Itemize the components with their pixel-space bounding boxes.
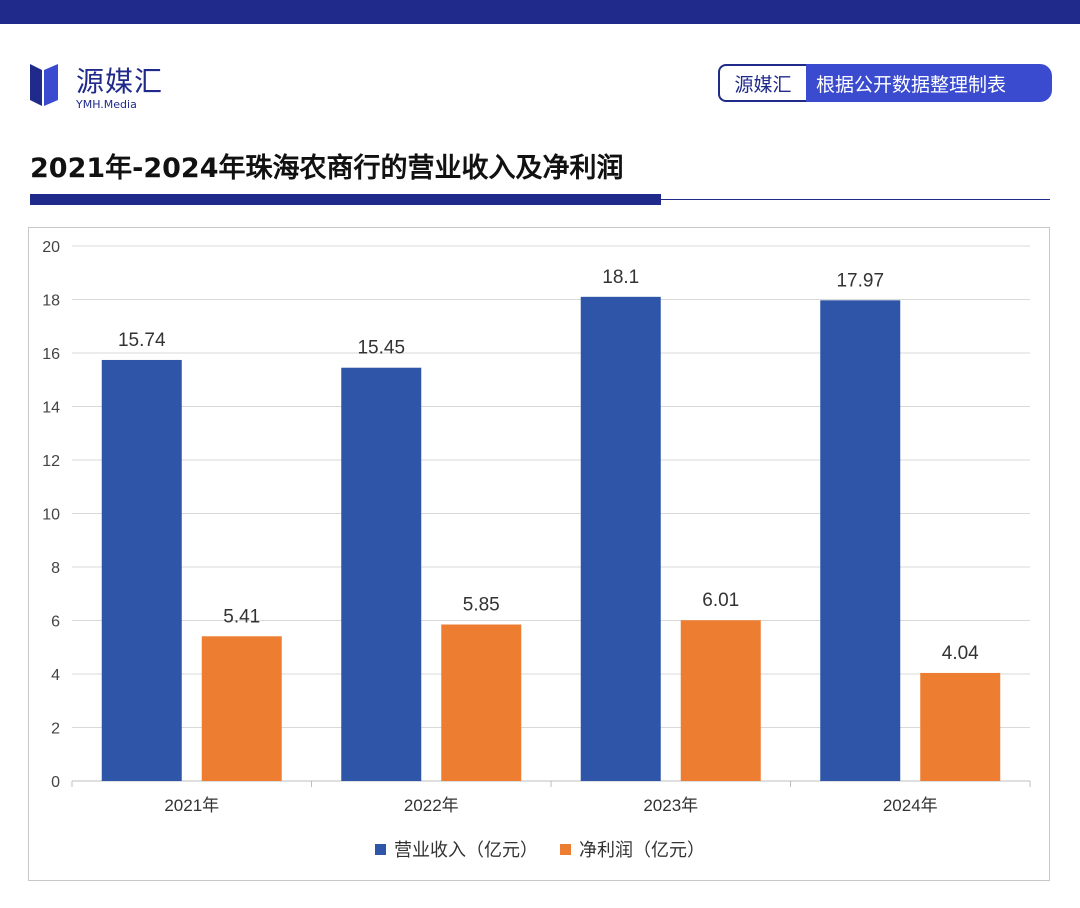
y-tick-label: 4 bbox=[51, 667, 60, 684]
bar bbox=[341, 367, 422, 781]
chart-title: 2021年-2024年珠海农商行的营业收入及净利润 bbox=[30, 153, 624, 184]
x-tick-label: 2023年 bbox=[643, 796, 698, 815]
y-tick-label: 6 bbox=[51, 614, 60, 631]
y-tick-label: 10 bbox=[42, 507, 60, 524]
bar bbox=[580, 296, 661, 781]
y-tick-label: 2 bbox=[51, 721, 60, 738]
legend-swatch-revenue bbox=[375, 843, 386, 855]
data-label: 5.41 bbox=[223, 606, 260, 627]
bar bbox=[101, 359, 182, 781]
data-label: 5.85 bbox=[463, 595, 500, 616]
data-label: 15.45 bbox=[357, 338, 405, 359]
legend-item-revenue: 营业收入（亿元） bbox=[375, 836, 538, 862]
brand-logo: 源媒汇 YMH.Media bbox=[28, 58, 198, 114]
logo-mark-icon bbox=[30, 64, 58, 106]
legend-item-profit: 净利润（亿元） bbox=[560, 836, 705, 862]
y-tick-label: 8 bbox=[51, 560, 60, 577]
bar bbox=[920, 672, 1001, 781]
y-tick-label: 12 bbox=[42, 453, 60, 470]
y-tick-label: 0 bbox=[51, 774, 60, 791]
y-tick-label: 14 bbox=[42, 400, 60, 417]
source-tag: 源媒汇 根据公开数据整理制表 bbox=[718, 64, 1052, 106]
legend-label-profit: 净利润（亿元） bbox=[579, 840, 705, 861]
source-note: 根据公开数据整理制表 bbox=[806, 64, 1052, 102]
data-label: 15.74 bbox=[118, 330, 166, 351]
title-rule bbox=[661, 199, 1050, 200]
x-tick-label: 2022年 bbox=[404, 796, 459, 815]
y-tick-label: 18 bbox=[42, 293, 60, 310]
top-banner bbox=[0, 0, 1080, 24]
bar bbox=[441, 624, 522, 781]
data-label: 17.97 bbox=[836, 270, 884, 291]
data-label: 4.04 bbox=[942, 643, 979, 664]
logo-name: 源媒汇 bbox=[76, 65, 164, 98]
y-tick-label: 16 bbox=[42, 346, 60, 363]
y-tick-label: 20 bbox=[42, 239, 60, 256]
legend-label-revenue: 营业收入（亿元） bbox=[394, 840, 538, 861]
source-brand: 源媒汇 bbox=[718, 64, 806, 102]
x-tick-label: 2024年 bbox=[883, 796, 938, 815]
bar bbox=[201, 636, 282, 781]
bar bbox=[680, 620, 761, 781]
x-tick-label: 2021年 bbox=[164, 796, 219, 815]
bar bbox=[820, 300, 901, 781]
title-underline bbox=[30, 194, 661, 205]
legend-swatch-profit bbox=[560, 843, 571, 855]
data-label: 18.1 bbox=[602, 267, 639, 288]
data-label: 6.01 bbox=[702, 590, 739, 611]
chart-legend: 营业收入（亿元） 净利润（亿元） bbox=[0, 836, 1080, 862]
logo-subtitle: YMH.Media bbox=[76, 98, 137, 111]
